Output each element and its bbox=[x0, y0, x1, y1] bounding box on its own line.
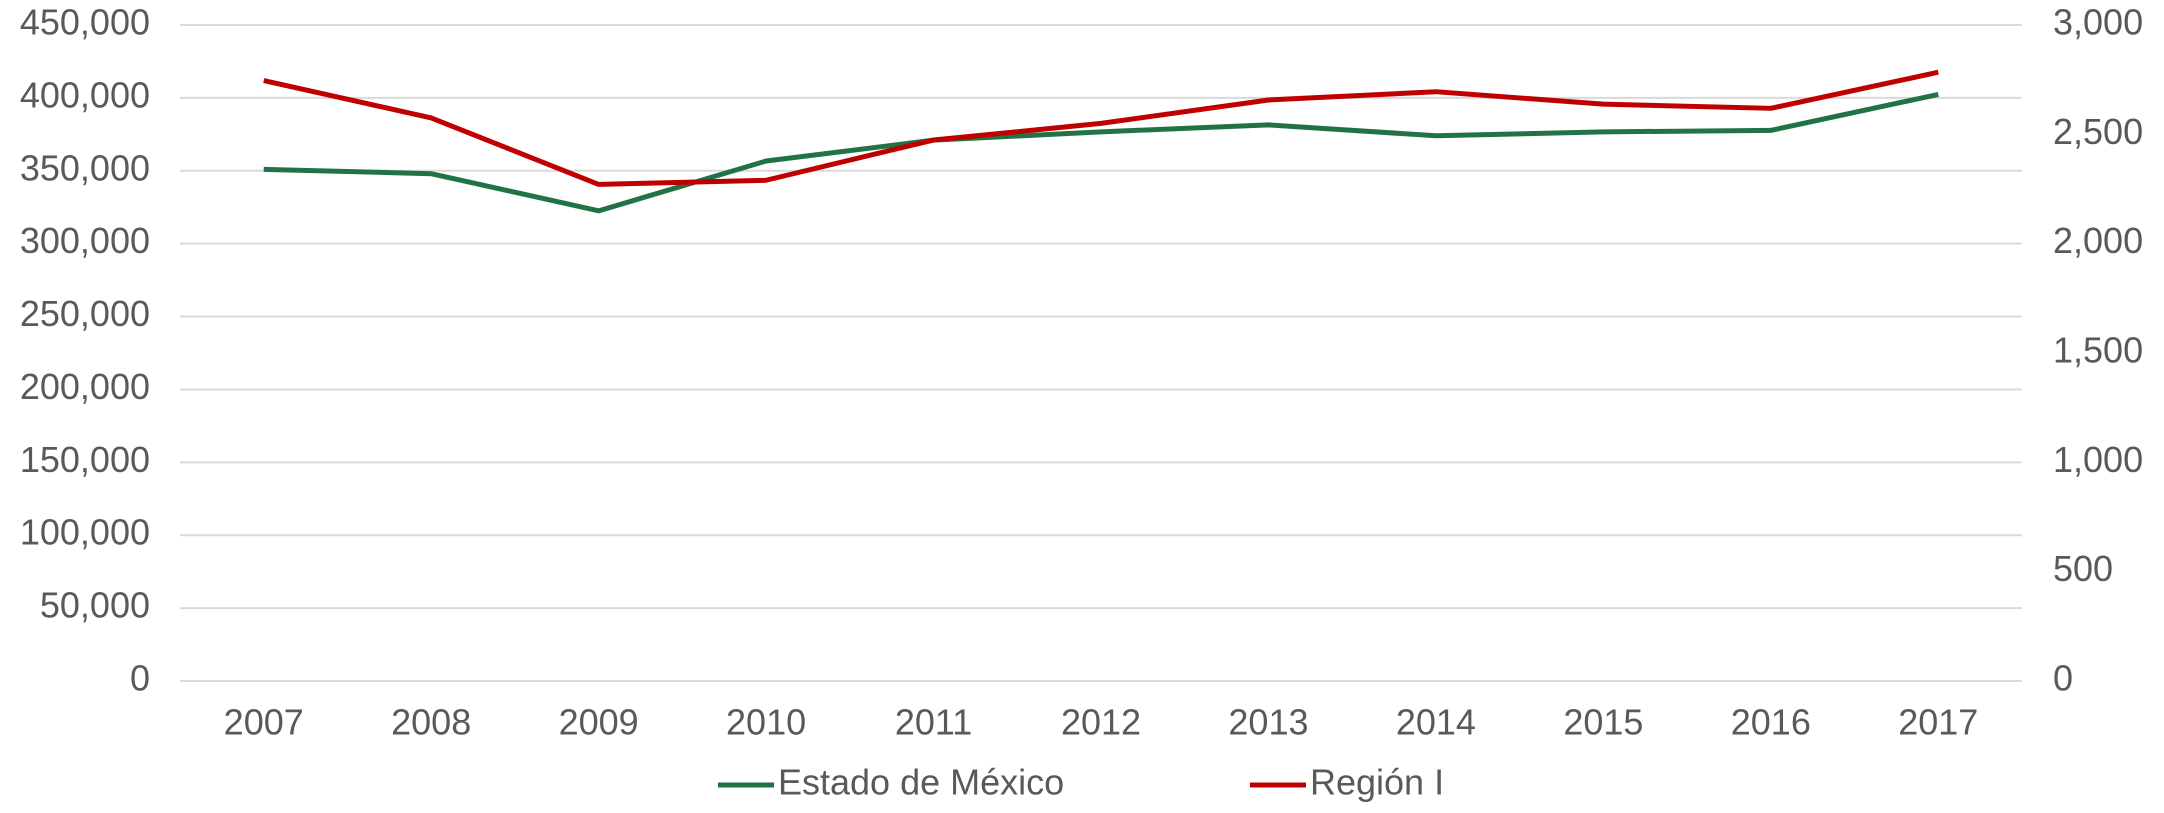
y2-tick-label: 3,000 bbox=[2053, 2, 2143, 43]
y-tick-label: 200,000 bbox=[20, 366, 150, 407]
legend-label: Región I bbox=[1310, 762, 1444, 803]
series-line bbox=[263, 69, 1939, 187]
series-line bbox=[263, 91, 1939, 214]
y2-tick-label: 2,500 bbox=[2053, 111, 2143, 152]
x-tick-label: 2013 bbox=[1228, 702, 1308, 743]
y-tick-label: 250,000 bbox=[20, 293, 150, 334]
x-tick-label: 2014 bbox=[1396, 702, 1476, 743]
x-tick-label: 2016 bbox=[1731, 702, 1811, 743]
x-tick-label: 2007 bbox=[224, 702, 304, 743]
y2-tick-label: 500 bbox=[2053, 548, 2113, 589]
y-tick-label: 450,000 bbox=[20, 2, 150, 43]
y2-tick-label: 1,500 bbox=[2053, 330, 2143, 371]
x-tick-label: 2010 bbox=[726, 702, 806, 743]
x-tick-label: 2015 bbox=[1563, 702, 1643, 743]
x-tick-label: 2009 bbox=[559, 702, 639, 743]
x-tick-label: 2012 bbox=[1061, 702, 1141, 743]
y-tick-label: 100,000 bbox=[20, 512, 150, 553]
y-tick-label: 0 bbox=[130, 658, 150, 699]
y2-tick-label: 2,000 bbox=[2053, 220, 2143, 261]
x-tick-label: 2017 bbox=[1898, 702, 1978, 743]
x-tick-label: 2011 bbox=[895, 702, 972, 743]
legend-label: Estado de México bbox=[778, 762, 1064, 803]
x-tick-label: 2008 bbox=[391, 702, 471, 743]
y-tick-label: 150,000 bbox=[20, 439, 150, 480]
y-tick-label: 350,000 bbox=[20, 147, 150, 188]
y-tick-label: 50,000 bbox=[40, 585, 150, 626]
y2-tick-label: 1,000 bbox=[2053, 439, 2143, 480]
y-tick-label: 300,000 bbox=[20, 220, 150, 261]
y2-tick-label: 0 bbox=[2053, 658, 2073, 699]
y-tick-label: 400,000 bbox=[20, 74, 150, 115]
